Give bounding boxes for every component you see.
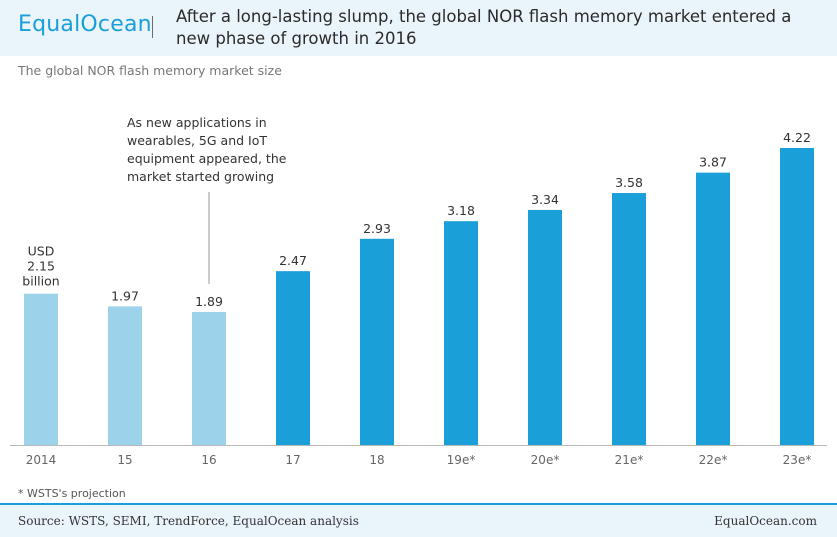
data-label: 3.58 (615, 175, 643, 190)
footer-bar: Source: WSTS, SEMI, TrendForce, EqualOce… (0, 505, 837, 537)
x-tick-label: 17 (285, 453, 300, 467)
x-tick-label: 21e* (615, 453, 644, 467)
unit-label: billion (22, 274, 59, 289)
bar-2 (192, 311, 226, 445)
data-label: 1.97 (111, 288, 139, 303)
data-label: 2.93 (363, 221, 391, 236)
data-label: 1.89 (195, 294, 223, 309)
data-label: 2.15 (27, 259, 55, 274)
header-bar: EqualOcean After a long-lasting slump, t… (0, 0, 837, 56)
bar-4 (360, 238, 394, 445)
data-label: 3.87 (699, 155, 727, 170)
header-divider (152, 16, 153, 38)
chart-subtitle: The global NOR flash memory market size (18, 63, 282, 78)
bar-1 (108, 306, 142, 445)
bar-0 (24, 293, 58, 445)
x-tick-label: 16 (201, 453, 216, 467)
data-label: 3.34 (531, 192, 559, 207)
projection-footnote: * WSTS's projection (18, 487, 126, 500)
bar-3 (276, 271, 310, 445)
bar-9 (780, 148, 814, 445)
x-tick-label: 15 (117, 453, 132, 467)
source-note: Source: WSTS, SEMI, TrendForce, EqualOce… (18, 514, 359, 528)
bar-5 (444, 221, 478, 445)
x-tick-label: 23e* (783, 453, 812, 467)
x-tick-label: 19e* (447, 453, 476, 467)
x-tick-label: 2014 (26, 453, 57, 467)
bar-7 (612, 193, 646, 445)
footer-rule (0, 503, 837, 505)
x-tick-label: 22e* (699, 453, 728, 467)
data-label: 3.18 (447, 203, 475, 218)
bar-8 (696, 172, 730, 446)
site-credit: EqualOcean.com (714, 514, 817, 528)
unit-label: USD (28, 244, 55, 259)
headline: After a long-lasting slump, the global N… (176, 7, 792, 48)
bar-6 (528, 209, 562, 445)
x-tick-label: 20e* (531, 453, 560, 467)
data-label: 2.47 (279, 253, 307, 268)
equalocean-logo: EqualOcean (18, 12, 152, 37)
x-tick-label: 18 (369, 453, 384, 467)
data-label: 4.22 (783, 130, 811, 145)
growth-annotation: As new applications in wearables, 5G and… (127, 115, 287, 184)
